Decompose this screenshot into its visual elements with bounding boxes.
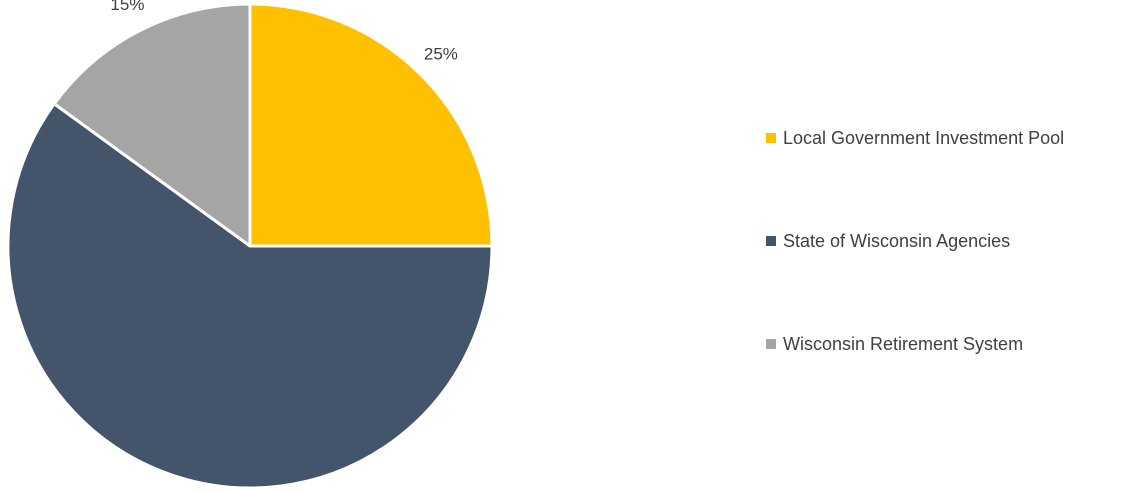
- legend-item-state-agencies: State of Wisconsin Agencies: [766, 223, 1130, 259]
- legend-swatch-retirement-system: [766, 339, 776, 349]
- legend-swatch-lgip: [766, 133, 776, 143]
- pie-slice-state-agencies: [6, 102, 494, 490]
- legend: Local Government Investment Pool State o…: [766, 120, 1130, 429]
- legend-label-retirement-system: Wisconsin Retirement System: [783, 333, 1024, 354]
- legend-label-lgip: Local Government Investment Pool: [783, 127, 1065, 148]
- legend-swatch-state-agencies: [766, 236, 776, 246]
- legend-label-state-agencies: State of Wisconsin Agencies: [783, 230, 1011, 251]
- pie-slice-lgip: [248, 2, 494, 248]
- pie-slice-retirement-system: [52, 2, 252, 248]
- slice-label-retirement-system: 15%: [110, 0, 144, 14]
- legend-item-retirement-system: Wisconsin Retirement System: [766, 326, 1130, 362]
- slice-label-lgip: 25%: [424, 45, 458, 64]
- legend-item-lgip: Local Government Investment Pool: [766, 120, 1130, 156]
